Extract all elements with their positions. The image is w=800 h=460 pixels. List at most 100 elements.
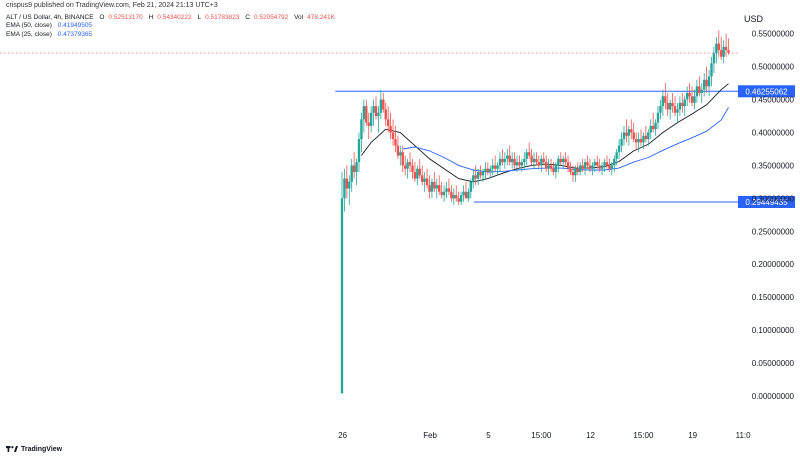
low-value: 0.51783823 [205, 14, 240, 21]
candle [651, 125, 655, 130]
candle [574, 168, 577, 176]
candle [399, 152, 402, 156]
candle [554, 165, 558, 173]
candle [457, 198, 460, 202]
candle [712, 53, 716, 64]
candle [501, 158, 504, 163]
candle [547, 165, 550, 169]
candle [530, 155, 533, 163]
y-tick-label: 0.30000000 [752, 194, 795, 203]
candle [642, 135, 645, 143]
candle [552, 168, 555, 173]
tradingview-logo[interactable]: TradingView [6, 445, 62, 453]
candle [369, 112, 373, 126]
candle [649, 125, 652, 133]
high-value: 0.54340222 [157, 14, 192, 21]
candle [644, 135, 648, 140]
candle [596, 162, 599, 166]
candle [486, 168, 490, 173]
candle [720, 50, 723, 57]
candle [581, 165, 584, 169]
candle [474, 175, 477, 179]
ema50-row[interactable]: EMA (50, close) 0.41949505 [6, 22, 339, 30]
candle [727, 50, 730, 53]
y-tick-label: 0.35000000 [752, 161, 795, 170]
ema25-row[interactable]: EMA (25, close) 0.47379365 [6, 31, 339, 39]
open-label: O [99, 14, 105, 21]
ema-lines [361, 83, 729, 183]
price-level-tag [738, 195, 795, 208]
candle [508, 155, 511, 163]
x-tick-label: 19 [688, 431, 697, 440]
candle [350, 165, 353, 182]
candle [569, 168, 572, 173]
candle [440, 191, 443, 196]
candle [654, 122, 657, 130]
candle [676, 109, 679, 113]
candle [433, 181, 436, 189]
candle [396, 145, 400, 156]
candle [523, 158, 526, 163]
candle [615, 152, 618, 159]
time-axis[interactable]: 26 Feb 5 15:00 12 15:00 19 11:0 [338, 431, 751, 440]
close-value: 0.52054792 [253, 14, 289, 21]
candle [576, 168, 579, 173]
candle [544, 162, 548, 169]
candle [472, 175, 475, 182]
candle [384, 109, 387, 120]
candle [357, 139, 361, 163]
candle [532, 158, 536, 163]
candle [593, 162, 597, 166]
candle [564, 158, 567, 163]
x-tick-label: Feb [423, 431, 437, 440]
candle [715, 43, 718, 54]
candle [452, 195, 456, 199]
candle [688, 92, 691, 97]
candle [671, 102, 674, 107]
candle [630, 129, 633, 133]
volume-value: 478.241K [307, 14, 335, 21]
candle [549, 165, 553, 169]
candle [703, 79, 706, 90]
symbol-label: ALT / US Dollar, 4h, BINANCE [6, 14, 94, 21]
candle [673, 106, 677, 113]
tradingview-logo-icon [6, 445, 18, 453]
price-axis[interactable]: 0.55000000 0.50000000 0.45000000 0.40000000… [752, 30, 795, 401]
candle [537, 162, 541, 166]
candle [666, 102, 669, 110]
candle [617, 145, 621, 153]
candle [600, 165, 604, 169]
candle [379, 99, 383, 113]
candle [625, 132, 628, 136]
candle [634, 139, 638, 143]
candle [603, 162, 606, 166]
candle [506, 155, 509, 159]
candle [421, 175, 424, 182]
candle [462, 191, 465, 196]
candle [605, 162, 609, 166]
candle [647, 132, 650, 140]
candle [503, 158, 507, 163]
candle [469, 181, 473, 192]
candle [489, 168, 492, 173]
price-level-tag-label: 0.46255062 [745, 87, 788, 96]
x-tick-label: 12 [586, 431, 595, 440]
candle [408, 162, 412, 166]
candle [707, 76, 711, 87]
candle [367, 122, 370, 126]
candle [464, 191, 468, 199]
candle [685, 92, 689, 100]
y-tick-label: 0.05000000 [752, 359, 795, 368]
y-tick-label: 0.25000000 [752, 227, 795, 236]
candle [656, 112, 660, 123]
candle [355, 162, 358, 173]
candle [401, 152, 404, 166]
candle [423, 178, 426, 182]
candle [481, 172, 485, 176]
candle [348, 181, 351, 189]
candle [430, 181, 434, 192]
chart-legend: ALT / US Dollar, 4h, BINANCE O 0.52513170… [6, 14, 339, 39]
candle [613, 158, 616, 166]
candle [411, 165, 414, 173]
